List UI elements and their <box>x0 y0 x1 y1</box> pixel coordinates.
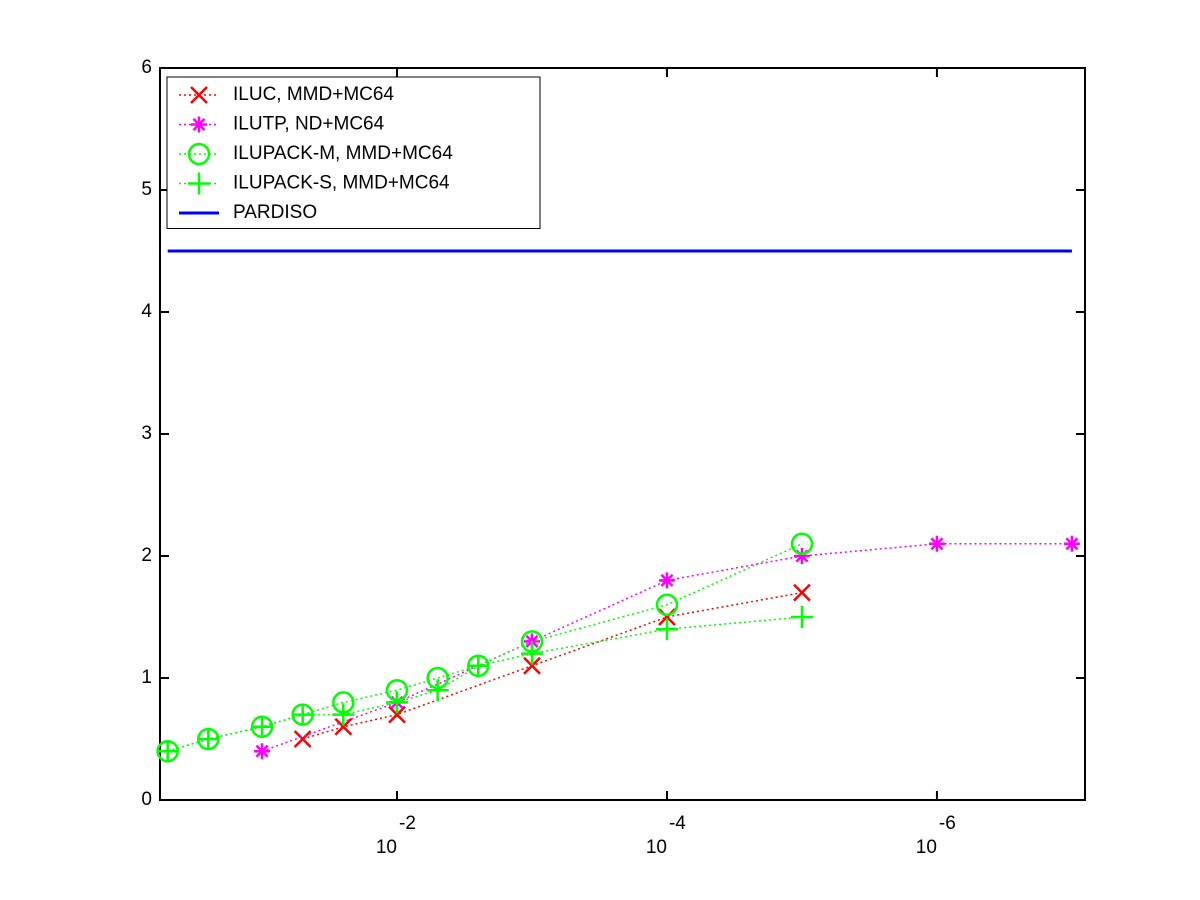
legend-label: PARDISO <box>233 202 317 223</box>
marker-star <box>928 535 945 552</box>
marker <box>790 606 813 628</box>
marker <box>190 86 208 104</box>
marker-plus <box>790 606 813 628</box>
marker-plus <box>188 172 210 195</box>
marker <box>254 743 271 760</box>
marker-star <box>254 743 271 760</box>
x-tick-label: 10 <box>916 837 937 858</box>
marker-plus <box>251 715 274 738</box>
marker <box>187 142 211 166</box>
marker <box>332 703 355 726</box>
marker-plus <box>655 618 678 641</box>
y-tick-label: 0 <box>141 789 152 810</box>
x-tick-exponent: -2 <box>399 813 416 834</box>
marker <box>291 703 314 726</box>
marker <box>928 535 945 552</box>
marker-x <box>334 717 353 736</box>
y-tick-label: 2 <box>141 545 152 566</box>
marker <box>1063 535 1080 552</box>
marker <box>467 654 490 677</box>
legend-label: ILUC, MMD+MC64 <box>233 84 394 105</box>
marker-plus <box>426 679 449 702</box>
legend-label: ILUPACK-S, MMD+MC64 <box>233 173 450 194</box>
marker <box>655 593 679 617</box>
marker <box>191 116 207 133</box>
x-tick-label: 10 <box>646 837 667 858</box>
marker-star <box>793 548 810 564</box>
marker-circle <box>655 593 679 617</box>
marker <box>790 532 814 556</box>
marker <box>334 717 353 736</box>
marker-x <box>293 730 312 748</box>
marker-plus <box>520 642 543 665</box>
series-line <box>302 591 803 740</box>
marker <box>793 583 811 602</box>
y-tick-label: 1 <box>141 667 152 688</box>
marker-x <box>190 86 208 104</box>
marker-circle <box>790 532 814 556</box>
marker-star <box>191 116 207 133</box>
marker-plus <box>156 740 179 763</box>
marker-plus <box>467 654 490 677</box>
marker-star <box>658 572 675 589</box>
marker <box>293 730 312 748</box>
y-tick-label: 5 <box>141 179 152 200</box>
marker-plus <box>291 703 314 726</box>
marker <box>188 172 210 195</box>
marker <box>793 548 810 564</box>
x-tick-exponent: -6 <box>939 813 956 834</box>
axes-box <box>159 67 1086 801</box>
marker <box>386 691 409 714</box>
y-tick-label: 3 <box>141 423 152 444</box>
y-tick-label: 4 <box>141 301 152 322</box>
marker-x <box>523 656 541 675</box>
legend-label: ILUTP, ND+MC64 <box>233 114 385 135</box>
marker-x <box>658 608 676 626</box>
x-tick-label: 10 <box>376 837 397 858</box>
x-tick-exponent: -4 <box>669 813 686 834</box>
marker <box>197 728 220 750</box>
marker <box>251 715 274 738</box>
legend-box <box>166 76 541 229</box>
marker-plus <box>197 728 220 750</box>
marker-star <box>1063 535 1080 552</box>
marker <box>426 679 449 702</box>
y-tick-label: 6 <box>141 57 152 78</box>
marker-circle <box>187 142 211 166</box>
marker <box>156 740 179 763</box>
legend-label: ILUPACK-M, MMD+MC64 <box>233 143 453 164</box>
marker <box>658 608 676 626</box>
marker <box>523 656 541 675</box>
marker-plus <box>386 691 409 714</box>
marker <box>520 642 543 665</box>
marker <box>655 618 678 641</box>
marker-x <box>793 583 811 602</box>
marker-plus <box>332 703 355 726</box>
marker <box>658 572 675 589</box>
marker-x <box>388 705 406 724</box>
marker <box>388 705 406 724</box>
